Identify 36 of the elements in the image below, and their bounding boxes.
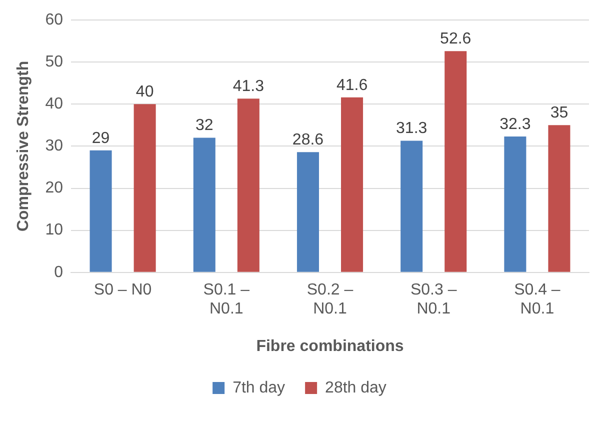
legend-label: 7th day xyxy=(232,379,286,396)
bar xyxy=(444,51,467,272)
data-label: 28.6 xyxy=(292,131,324,148)
data-label: 40 xyxy=(136,84,154,101)
x-tick-label: S0.4 – N0.1 xyxy=(514,281,560,318)
data-label: 35 xyxy=(550,104,568,122)
y-tick-label: 40 xyxy=(45,96,64,113)
x-axis-title: Fibre combinations xyxy=(256,338,404,355)
x-tick-label: S0.1 – N0.1 xyxy=(203,281,250,318)
y-tick-label: 10 xyxy=(45,222,64,239)
y-axis-title: Compressive Strength xyxy=(15,60,32,232)
bar xyxy=(237,98,260,272)
bar xyxy=(548,125,570,272)
y-tick-label: 50 xyxy=(45,53,64,70)
data-label: 32.3 xyxy=(500,116,531,133)
bar xyxy=(296,152,319,272)
x-tick-label: S0 – N0 xyxy=(94,281,152,298)
y-tick-label: 0 xyxy=(54,264,64,281)
bar xyxy=(504,136,526,272)
data-label: 52.6 xyxy=(440,30,472,48)
y-tick-label: 30 xyxy=(45,138,64,155)
data-label: 41.6 xyxy=(336,76,368,94)
bar xyxy=(134,104,156,272)
x-tick-label: S0.2 – N0.1 xyxy=(306,281,354,318)
y-tick-label: 60 xyxy=(45,11,64,28)
data-label: 31.3 xyxy=(396,120,428,138)
data-label: 41.3 xyxy=(232,78,264,96)
bar xyxy=(90,150,112,272)
y-tick-label: 20 xyxy=(45,180,64,197)
bar xyxy=(400,140,423,272)
data-label: 29 xyxy=(92,130,110,147)
x-tick-label: S0.3 – N0.1 xyxy=(410,281,457,318)
bar xyxy=(341,97,364,272)
legend-label: 28th day xyxy=(325,379,386,396)
data-label: 32 xyxy=(195,117,214,134)
bar xyxy=(193,138,216,272)
